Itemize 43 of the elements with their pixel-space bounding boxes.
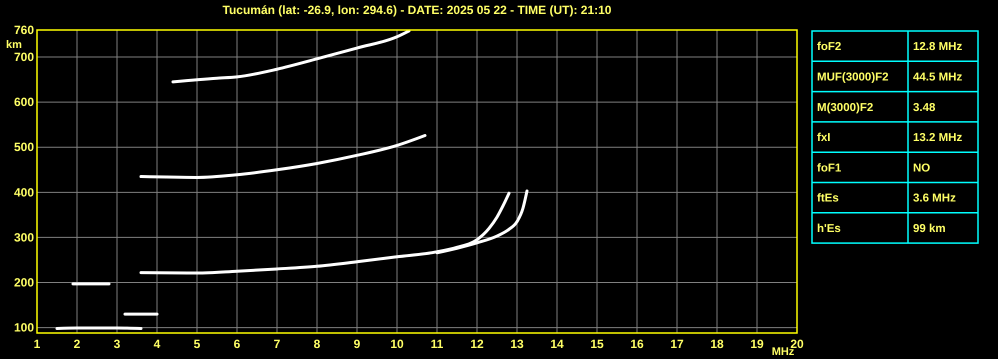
y-tick-label: 700 xyxy=(14,50,34,64)
x-tick-label: 8 xyxy=(314,337,321,351)
x-tick-label: 4 xyxy=(154,337,161,351)
text: ftEs xyxy=(817,192,839,205)
y-tick-label: 400 xyxy=(14,185,34,200)
x-tick-label: 11 xyxy=(430,337,444,351)
text: 3.48 xyxy=(913,102,936,114)
x-tick-label: 16 xyxy=(630,337,644,351)
text: foF1 xyxy=(817,162,842,174)
y-tick-label: 600 xyxy=(14,95,34,110)
x-tick-label: 2 xyxy=(74,337,81,351)
x-tick-label: 10 xyxy=(390,337,404,351)
text: M(3000)F2 xyxy=(817,102,874,114)
text: h'Es xyxy=(817,222,841,235)
x-tick-label: 19 xyxy=(750,337,764,351)
text: 3.6 MHz xyxy=(913,192,956,205)
x-tick-label: 9 xyxy=(354,337,361,351)
x-tick-label: 12 xyxy=(470,337,484,351)
x-tick-label: 3 xyxy=(114,337,121,351)
x-tick-label: 5 xyxy=(194,337,201,351)
text: NO xyxy=(913,162,930,174)
text: 13.2 MHz xyxy=(913,132,962,144)
text: foF2 xyxy=(817,41,842,54)
text: MUF(3000)F2 xyxy=(817,71,889,84)
y-tick-label: 760 xyxy=(14,23,34,37)
text: 99 km xyxy=(913,222,946,235)
x-tick-label: 1 xyxy=(34,337,41,351)
x-tick-label: 18 xyxy=(710,337,724,351)
y-axis-title: km xyxy=(6,39,22,51)
y-tick-label: 500 xyxy=(14,140,34,154)
y-tick-label: 200 xyxy=(14,276,34,290)
x-tick-label: 17 xyxy=(670,337,684,351)
chart-title: Tucumán (lat: -26.9, lon: 294.6) - DATE: 2025 05 22 - TIME (UT): 21:10 xyxy=(222,3,612,17)
x-tick-label: 14 xyxy=(550,337,564,351)
text: 44.5 MHz xyxy=(913,71,962,84)
text: fxI xyxy=(817,132,830,144)
x-tick-label: 6 xyxy=(234,337,241,351)
x-tick-label: 15 xyxy=(590,337,604,351)
y-tick-label: 100 xyxy=(14,320,34,335)
x-tick-label: 7 xyxy=(274,337,281,351)
text: 12.8 MHz xyxy=(913,41,962,54)
x-tick-label: 13 xyxy=(510,337,524,351)
y-tick-label: 300 xyxy=(14,230,34,244)
